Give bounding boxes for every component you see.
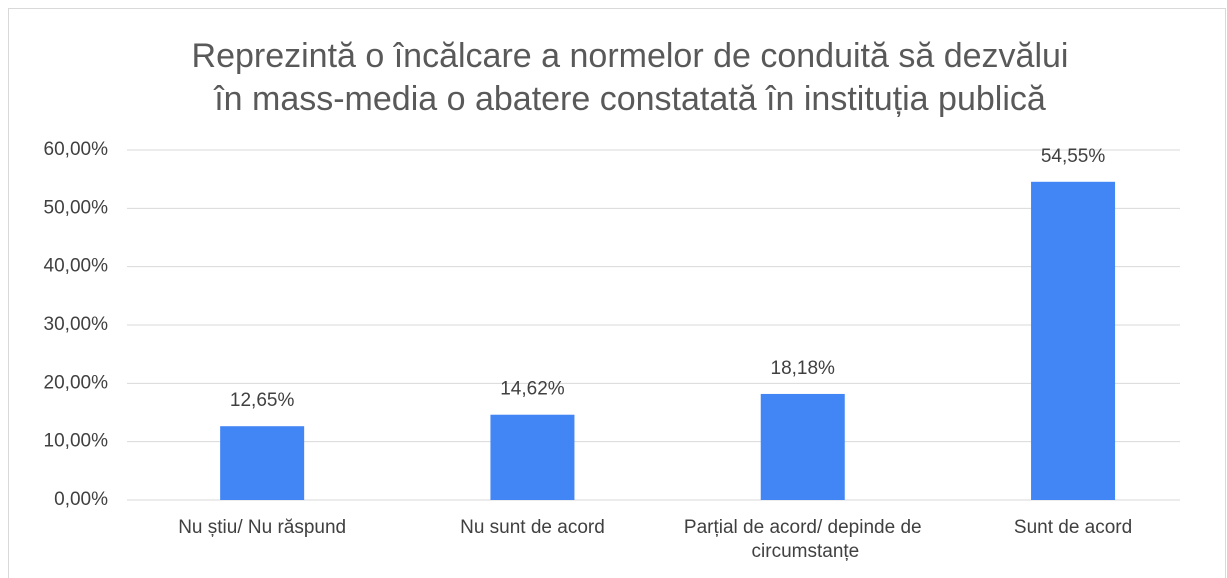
chart-border [8,8,1226,578]
y-tick-label: 30,00% [44,314,109,335]
x-tick-label: Nu sunt de acord [460,517,605,538]
chart-title: Reprezintă o încălcare a normelor de con… [192,37,1069,75]
y-tick-label: 60,00% [44,139,109,160]
chart-title: în mass-media o abatere constatată în in… [213,80,1046,118]
x-tick-label: Parțial de acord/ depinde de circumstanț… [684,517,922,562]
y-tick-label: 20,00% [44,372,109,393]
bar [490,414,575,500]
x-tick-label: Sunt de acord [1014,517,1132,538]
bar [760,393,845,500]
y-tick-label: 10,00% [44,431,109,452]
data-label: 14,62% [500,379,565,400]
data-label: 12,65% [230,390,295,411]
bar [1031,181,1116,500]
y-tick-label: 50,00% [44,197,109,218]
y-tick-label: 0,00% [54,489,108,510]
data-label: 54,55% [1041,146,1106,167]
y-tick-label: 40,00% [44,256,109,277]
x-tick-label: Nu știu/ Nu răspund [178,517,346,538]
bar [220,426,305,500]
data-label: 18,18% [771,358,836,379]
